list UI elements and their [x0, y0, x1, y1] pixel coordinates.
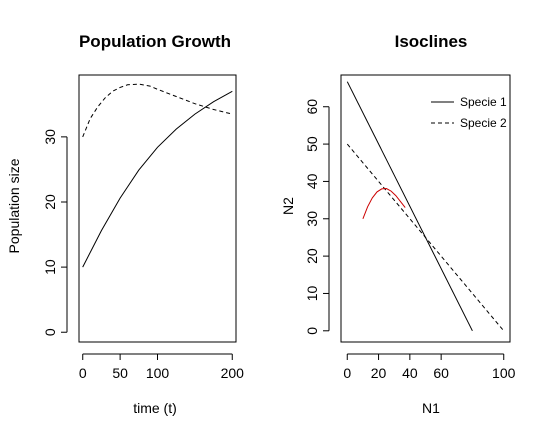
legend-label: Specie 1	[460, 95, 507, 109]
series-line-2	[362, 187, 406, 219]
legend-label: Specie 2	[460, 116, 507, 130]
y-axis-label: Population size	[6, 158, 22, 253]
y-tick-label: 30	[304, 211, 320, 227]
x-tick-label: 40	[402, 365, 418, 381]
y-tick-label: 40	[304, 173, 320, 189]
chart-series-group	[82, 83, 233, 268]
series-line-1	[82, 83, 233, 138]
chart-series-group	[346, 81, 505, 332]
x-tick-label: 200	[221, 365, 245, 381]
y-tick-label: 30	[42, 129, 58, 145]
chart-axes: 0 20 40 60 100 0 10 20 30 40 50 60	[304, 74, 516, 381]
x-tick-label: 20	[371, 365, 387, 381]
x-tick-label: 0	[343, 365, 351, 381]
chart-title: Isoclines	[395, 32, 468, 51]
y-tick-label: 20	[42, 194, 58, 210]
y-tick-label: 60	[304, 99, 320, 115]
x-axis-label: time (t)	[133, 400, 177, 416]
chart-axes: 0 50 100 200 0 10 20 30	[42, 74, 245, 381]
x-tick-label: 50	[112, 365, 128, 381]
chart-title: Population Growth	[79, 32, 231, 51]
x-tick-label: 0	[79, 365, 87, 381]
y-tick-label: 10	[304, 285, 320, 301]
x-tick-label: 100	[492, 365, 516, 381]
y-tick-label: 0	[42, 328, 58, 336]
y-tick-label: 10	[42, 259, 58, 275]
panel-population-growth: Population Growth time (t) Population si…	[6, 32, 244, 416]
series-line-0	[346, 81, 473, 332]
x-tick-label: 60	[433, 365, 449, 381]
plot-frame	[78, 74, 237, 343]
y-tick-label: 0	[304, 327, 320, 335]
x-tick-label: 100	[146, 365, 170, 381]
series-line-1	[346, 143, 505, 332]
y-tick-label: 20	[304, 248, 320, 264]
y-tick-label: 50	[304, 136, 320, 152]
series-line-0	[82, 90, 233, 268]
chart-legend: Specie 1 Specie 2	[431, 95, 507, 130]
x-axis-label: N1	[422, 400, 440, 416]
plot-frame	[340, 74, 511, 343]
panel-isoclines: Isoclines N1 N2 0 20 40 60 1000102030405060 …	[280, 32, 516, 416]
y-axis-label: N2	[280, 197, 296, 215]
